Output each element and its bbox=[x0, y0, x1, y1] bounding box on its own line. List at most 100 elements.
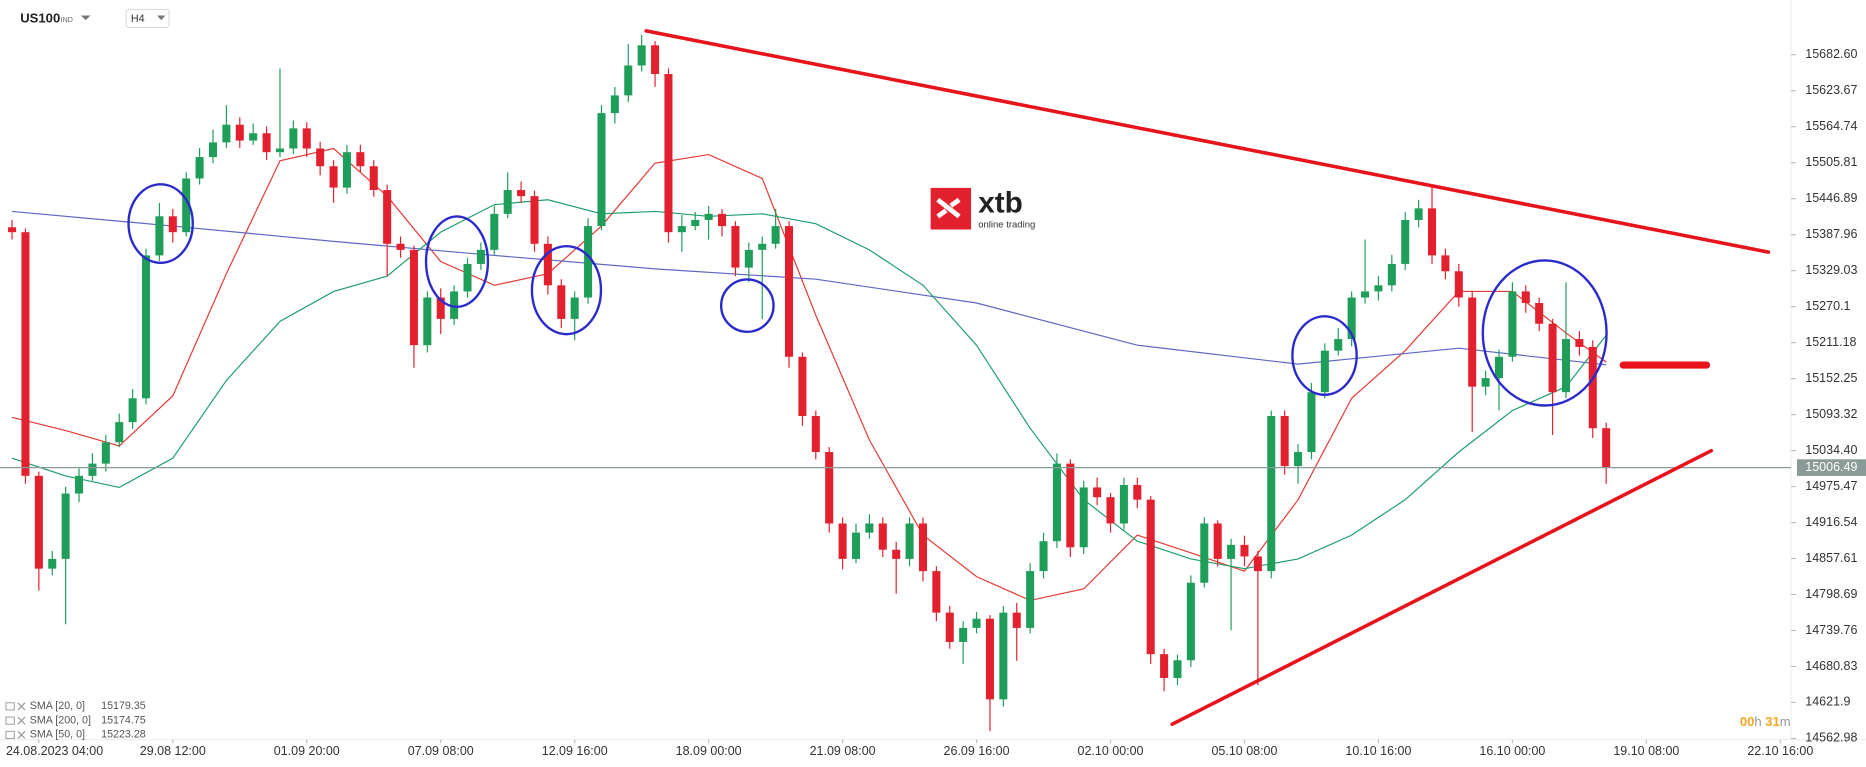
candle-body bbox=[195, 157, 204, 179]
y-tick-label: 15329.03 bbox=[1805, 263, 1857, 277]
candle bbox=[1401, 212, 1410, 271]
candle-body bbox=[1039, 541, 1048, 572]
candle bbox=[1146, 495, 1155, 664]
candle-body bbox=[865, 523, 874, 533]
candle-body bbox=[436, 297, 445, 319]
candle-body bbox=[1280, 415, 1289, 467]
candle bbox=[1320, 343, 1329, 399]
candle bbox=[289, 120, 298, 155]
candle bbox=[892, 541, 901, 594]
candle bbox=[838, 517, 847, 570]
candle-body bbox=[1481, 378, 1490, 387]
interval-box[interactable] bbox=[125, 8, 170, 28]
x-tick-label: 24.08.2023 04:00 bbox=[6, 744, 103, 758]
candle bbox=[1374, 276, 1383, 301]
candle bbox=[1079, 480, 1088, 555]
candle bbox=[141, 248, 151, 405]
candle-body bbox=[1575, 339, 1584, 347]
candle bbox=[1106, 492, 1115, 533]
candle-body bbox=[235, 124, 244, 141]
candle bbox=[436, 288, 445, 335]
legend-remove[interactable] bbox=[17, 702, 26, 711]
candle bbox=[758, 236, 767, 319]
candle-body bbox=[918, 523, 927, 572]
candle bbox=[811, 410, 820, 460]
candle bbox=[21, 228, 30, 484]
candle-body bbox=[637, 45, 646, 66]
candle-body bbox=[409, 249, 418, 346]
sma-line bbox=[11, 199, 1607, 570]
candle-body bbox=[1052, 463, 1061, 542]
candle-body bbox=[1160, 654, 1169, 678]
candle-body bbox=[704, 213, 713, 220]
y-tick-label: 14562.98 bbox=[1805, 731, 1857, 745]
candle bbox=[302, 122, 311, 158]
candle-body bbox=[610, 95, 619, 114]
candle bbox=[423, 291, 432, 353]
y-tick-label: 15152.25 bbox=[1805, 371, 1857, 385]
candle-body bbox=[1521, 291, 1530, 304]
candle-body bbox=[1441, 255, 1450, 272]
candle-body bbox=[651, 45, 660, 75]
candle bbox=[1441, 248, 1450, 280]
candle bbox=[1267, 410, 1276, 579]
candle bbox=[597, 105, 606, 231]
candle-body bbox=[1387, 263, 1396, 286]
candle-body bbox=[61, 493, 70, 559]
legend-value: 15179.35 bbox=[101, 700, 146, 712]
candle-body bbox=[128, 398, 137, 423]
candle bbox=[664, 68, 673, 243]
candle bbox=[1361, 239, 1370, 304]
candle bbox=[1575, 331, 1584, 356]
candle-body bbox=[570, 297, 579, 319]
candle bbox=[1561, 282, 1570, 399]
y-tick-label: 15682.60 bbox=[1805, 47, 1857, 61]
legend-remove[interactable] bbox=[17, 716, 26, 725]
symbol[interactable]: US100 bbox=[20, 10, 60, 25]
y-tick-label: 14857.61 bbox=[1805, 551, 1857, 565]
candle-body bbox=[543, 243, 552, 286]
candle-body bbox=[584, 226, 593, 298]
candle bbox=[798, 352, 807, 426]
candle-body bbox=[168, 216, 177, 233]
y-tick-label: 14739.76 bbox=[1805, 623, 1857, 637]
candle bbox=[851, 523, 861, 564]
candle bbox=[329, 160, 338, 203]
candle-body bbox=[115, 422, 124, 443]
interval[interactable]: H4 bbox=[131, 13, 145, 25]
candle bbox=[1213, 520, 1222, 567]
candle bbox=[530, 190, 539, 252]
candle-body bbox=[503, 190, 512, 214]
candle-body bbox=[825, 452, 834, 524]
annotation-circle bbox=[719, 278, 775, 333]
candle-body bbox=[383, 190, 392, 244]
candle-body bbox=[1093, 487, 1102, 498]
candle-body bbox=[1253, 556, 1262, 572]
y-tick-label: 15270.1 bbox=[1805, 299, 1850, 313]
candle bbox=[342, 144, 351, 194]
candle bbox=[356, 144, 365, 173]
candle-body bbox=[798, 356, 807, 416]
legend-remove[interactable] bbox=[17, 730, 26, 739]
interval-dropdown[interactable] bbox=[157, 15, 166, 21]
candle-body bbox=[1602, 428, 1611, 468]
legend-name: SMA [200, 0] bbox=[30, 714, 91, 726]
candle bbox=[101, 434, 110, 472]
y-tick-label: 15211.18 bbox=[1805, 335, 1856, 349]
y-tick-label: 15564.74 bbox=[1805, 119, 1857, 133]
candle-body bbox=[557, 285, 566, 319]
y-tick-label: 14680.83 bbox=[1805, 659, 1857, 673]
annotation-circle bbox=[1481, 259, 1608, 407]
symbol-dropdown[interactable] bbox=[80, 15, 91, 21]
candle-body bbox=[1213, 523, 1222, 559]
candle bbox=[825, 447, 834, 533]
candle bbox=[557, 279, 566, 329]
candle bbox=[1133, 477, 1142, 509]
candle bbox=[624, 44, 633, 103]
annotations bbox=[127, 183, 1608, 407]
candle bbox=[249, 123, 258, 145]
candle bbox=[61, 486, 70, 625]
candle bbox=[517, 181, 526, 203]
candle bbox=[1307, 383, 1316, 460]
candle bbox=[503, 172, 512, 219]
